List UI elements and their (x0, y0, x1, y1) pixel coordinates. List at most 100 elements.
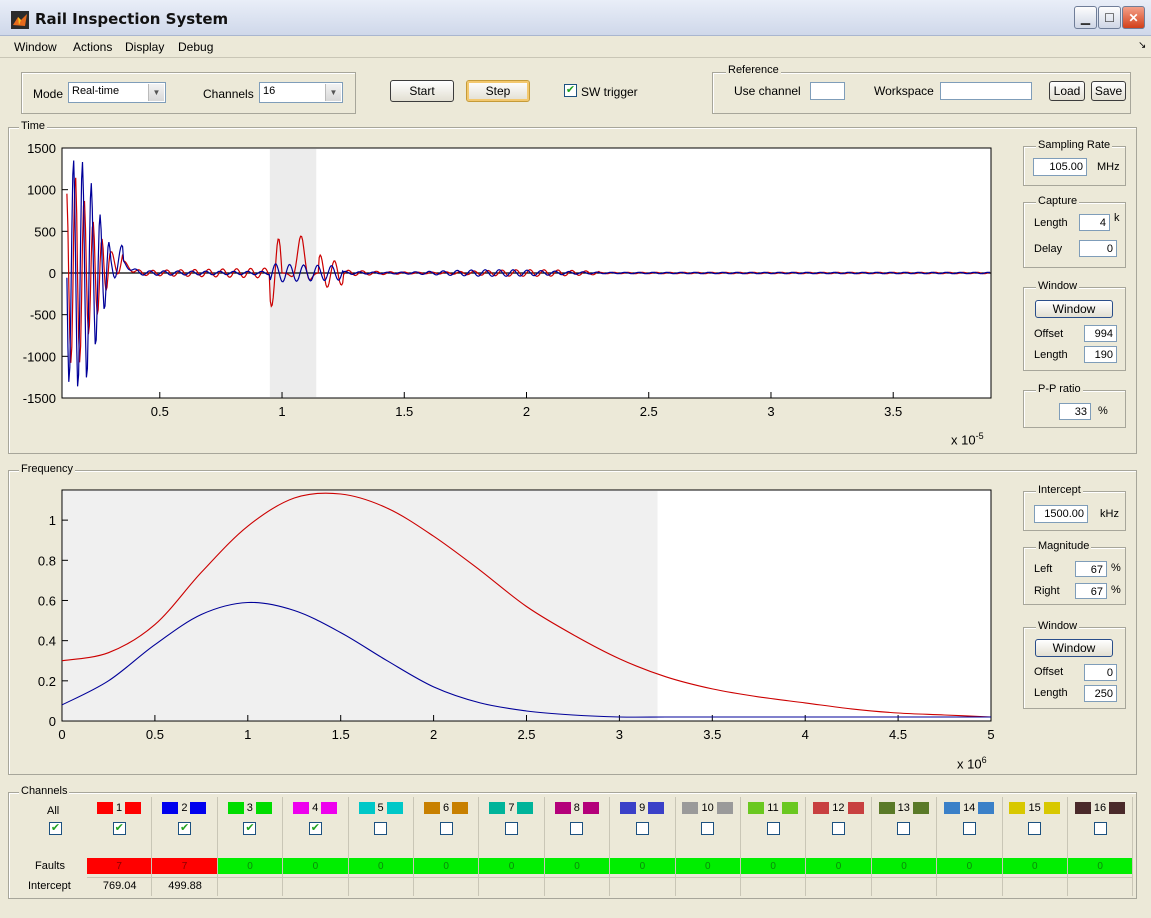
channel-intercept-value (1002, 877, 1068, 893)
channel-checkbox[interactable] (570, 822, 584, 835)
time-exponent-base: x 10 (951, 432, 976, 448)
freq-offset-input[interactable]: 0 (1084, 664, 1117, 681)
menu-display[interactable]: Display (125, 40, 165, 54)
channel-color-swatch (96, 802, 113, 814)
mode-select[interactable]: Real-time ▼ (68, 82, 166, 103)
channel-color-swatch (321, 802, 338, 814)
time-window-button[interactable]: Window (1035, 300, 1113, 318)
reference-group (712, 72, 1131, 114)
channel-color-swatch (781, 802, 798, 814)
channel-checkbox[interactable] (832, 822, 846, 835)
capture-length-input[interactable]: 4 (1079, 214, 1110, 231)
channel-checkbox[interactable]: ✔ (308, 822, 322, 835)
channel-checkbox[interactable] (1093, 822, 1107, 835)
intercept-input[interactable]: 1500.00 (1034, 505, 1088, 523)
channel-checkbox[interactable] (962, 822, 976, 835)
channel-header: 5 (353, 801, 409, 815)
maximize-icon: ☐ (1104, 10, 1115, 25)
load-button[interactable]: Load (1049, 81, 1085, 101)
maximize-button[interactable]: ☐ (1098, 6, 1121, 29)
all-label: All (47, 805, 60, 817)
channel-checkbox[interactable]: ✔ (243, 822, 257, 835)
channel-number: 9 (639, 802, 646, 814)
freq-window-button[interactable]: Window (1035, 639, 1113, 657)
capture-delay-input[interactable]: 0 (1079, 240, 1117, 257)
x-tick-label: 2 (430, 727, 437, 742)
magnitude-left-input[interactable]: 67 (1075, 561, 1107, 577)
channel-checkbox[interactable] (439, 822, 453, 835)
capture-length-unit: k (1114, 212, 1120, 224)
x-tick-label: 3 (616, 727, 623, 742)
channel-number: 1 (115, 802, 123, 814)
faults-label: Faults (35, 860, 65, 872)
freq-window-title: Window (1036, 620, 1080, 632)
magnitude-right-input[interactable]: 67 (1075, 583, 1107, 599)
channel-header: 2 (156, 801, 212, 815)
menu-window[interactable]: Window (14, 40, 57, 54)
channel-faults-indicator: 7 (87, 858, 152, 874)
channel-column-10: 10 0 (675, 797, 741, 896)
time-offset-input[interactable]: 994 (1084, 325, 1117, 342)
title-bar[interactable]: Rail Inspection System ▁ ☐ ✕ (0, 0, 1151, 36)
chevron-down-icon: ▼ (148, 84, 164, 101)
y-tick-label: 0.6 (38, 593, 56, 608)
intercept-title: Intercept (1036, 484, 1083, 496)
menu-actions[interactable]: Actions (73, 40, 113, 54)
channel-color-swatch (162, 802, 179, 814)
step-button[interactable]: Step (466, 80, 530, 102)
channel-faults-indicator: 0 (217, 858, 283, 874)
channel-color-swatch (255, 802, 272, 814)
capture-title: Capture (1036, 195, 1080, 207)
channel-checkbox[interactable] (635, 822, 649, 835)
sw-trigger-checkbox[interactable]: ✔ (564, 84, 577, 97)
save-button[interactable]: Save (1091, 81, 1126, 101)
channel-checkbox[interactable]: ✔ (112, 822, 126, 835)
close-button[interactable]: ✕ (1122, 6, 1145, 29)
magnitude-right-unit: % (1111, 584, 1121, 596)
channel-checkbox[interactable] (505, 822, 519, 835)
time-window-title: Window (1036, 280, 1080, 292)
channel-checkbox[interactable]: ✔ (178, 822, 192, 835)
channel-number: 10 (701, 802, 714, 814)
time-length-input[interactable]: 190 (1084, 346, 1117, 363)
capture-delay-label: Delay (1034, 243, 1063, 255)
reference-title: Reference (726, 64, 781, 76)
minimize-button[interactable]: ▁ (1074, 6, 1097, 29)
menu-debug[interactable]: Debug (178, 40, 214, 54)
channel-header: 9 (614, 801, 670, 815)
start-button[interactable]: Start (390, 80, 454, 102)
channel-intercept-value (741, 877, 807, 893)
x-tick-label: 0.5 (151, 404, 169, 419)
x-tick-label: 1.5 (332, 727, 350, 742)
time-plot-marks: 1500 1000 500 0 -500 -1000 -1500 0.5 1 1.5 2 2.5 3 3.… (23, 141, 991, 419)
sampling-rate-input[interactable]: 105.00 (1033, 158, 1087, 176)
pp-ratio-input[interactable]: 33 (1059, 403, 1091, 420)
use-channel-input[interactable] (810, 82, 845, 100)
workspace-input[interactable] (940, 82, 1032, 100)
channels-panel-title: Channels (19, 785, 70, 797)
x-tick-label: 0.5 (146, 727, 164, 742)
channel-checkbox[interactable] (897, 822, 911, 835)
channels-select[interactable]: 16 ▼ (259, 82, 343, 103)
channel-color-swatch (489, 802, 506, 814)
channel-faults-indicator: 0 (283, 858, 348, 874)
all-channels-checkbox[interactable]: ✔ (49, 822, 62, 835)
channel-header: 10 (680, 801, 736, 815)
channel-checkbox[interactable] (1028, 822, 1042, 835)
channel-checkbox[interactable] (701, 822, 715, 835)
channels-value: 16 (263, 85, 276, 97)
x-tick-label: 3 (767, 404, 774, 419)
frequency-plot[interactable]: 1 0.8 0.6 0.4 0.2 00 0.5 1 1.5 2 2.5 3 3.5 4 4.5 5 (0, 480, 1010, 770)
channel-checkbox[interactable] (374, 822, 388, 835)
channel-color-swatch (1109, 802, 1126, 814)
channel-faults-indicator: 0 (871, 858, 937, 874)
channel-color-swatch (912, 802, 929, 814)
dock-arrow-icon[interactable]: ↘ (1138, 40, 1147, 51)
freq-length-input[interactable]: 250 (1084, 685, 1117, 702)
freq-exponent-power: 6 (981, 755, 987, 765)
y-tick-label: 1500 (27, 141, 56, 156)
channel-checkbox[interactable] (766, 822, 780, 835)
channel-color-swatch (682, 802, 699, 814)
time-plot[interactable]: 1500 1000 500 0 -500 -1000 -1500 0.5 1 1.5 2 2.5 3 3.… (0, 140, 1010, 450)
